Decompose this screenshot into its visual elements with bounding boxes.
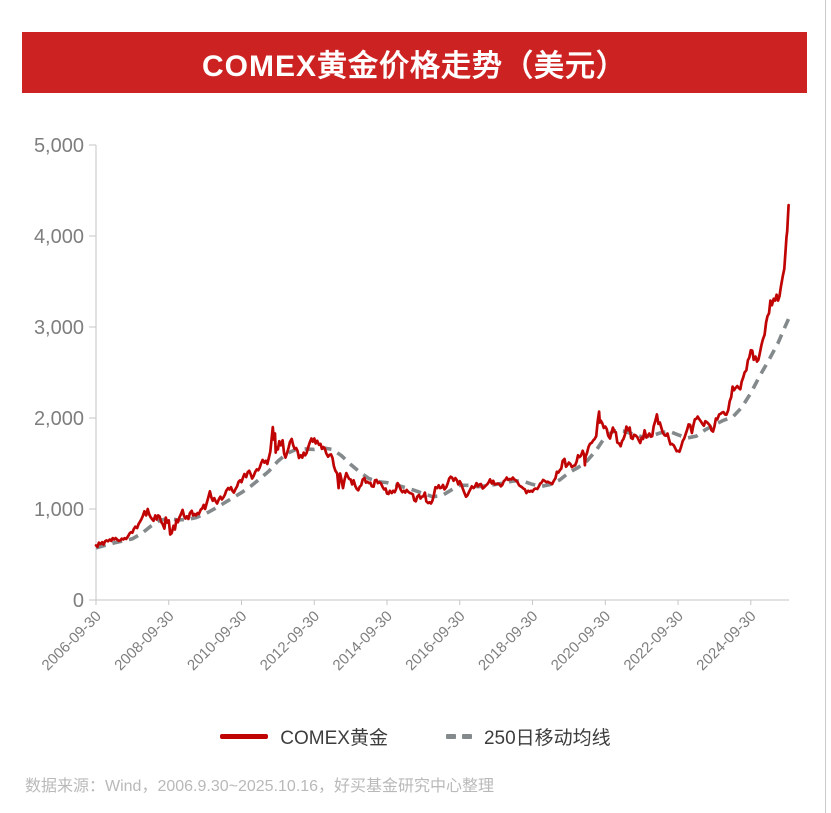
ma-250d-line xyxy=(95,318,791,550)
legend-item-comex-gold: COMEX黄金 xyxy=(220,723,388,750)
comex-gold-line xyxy=(94,203,790,549)
price-chart: 0 1,000 2,000 3,000 4,000 5,000 2006-09-30 200… xyxy=(34,135,791,674)
tick-marks xyxy=(89,144,752,605)
y-axis-label: 1,000 xyxy=(34,499,84,521)
y-axis-label: 2,000 xyxy=(34,408,84,430)
x-axis-label: 2010-09-30 xyxy=(184,608,250,674)
x-axis-label: 2024-09-30 xyxy=(693,608,759,674)
solid-line-swatch-icon xyxy=(220,733,269,739)
y-axis-labels: 0 1,000 2,000 3,000 4,000 5,000 xyxy=(34,135,84,612)
chart-title-banner: COMEX黄金价格走势（美元） xyxy=(22,32,807,93)
x-axis-label: 2014-09-30 xyxy=(330,608,396,674)
dashed-line-swatch-icon xyxy=(445,733,472,739)
page-right-border xyxy=(825,0,826,813)
x-axis-label: 2022-09-30 xyxy=(621,608,687,674)
chart-legend: COMEX黄金 250日移动均线 xyxy=(0,721,831,751)
y-axis-label: 5,000 xyxy=(34,135,84,157)
legend-label-ma250: 250日移动均线 xyxy=(483,727,611,749)
x-axis-label: 2012-09-30 xyxy=(257,608,323,674)
y-axis-label: 3,000 xyxy=(34,317,84,339)
x-axis-label: 2020-09-30 xyxy=(548,608,614,674)
x-axis-label: 2018-09-30 xyxy=(475,608,541,674)
chart-title: COMEX黄金价格走势（美元） xyxy=(201,49,627,83)
axes xyxy=(95,145,789,601)
x-axis-label: 2006-09-30 xyxy=(39,608,105,674)
x-axis-labels: 2006-09-30 2008-09-30 2010-09-30 2012-09-30… xyxy=(39,608,760,674)
x-axis-label: 2016-09-30 xyxy=(402,608,468,674)
y-axis-label: 4,000 xyxy=(34,226,84,248)
legend-label-comex-gold: COMEX黄金 xyxy=(280,727,388,749)
data-source-note: 数据来源：Wind，2006.9.30~2025.10.16，好买基金研究中心整… xyxy=(25,778,495,795)
y-axis-label: 0 xyxy=(73,590,84,612)
legend-item-ma250: 250日移动均线 xyxy=(445,723,611,750)
x-axis-label: 2008-09-30 xyxy=(111,608,177,674)
